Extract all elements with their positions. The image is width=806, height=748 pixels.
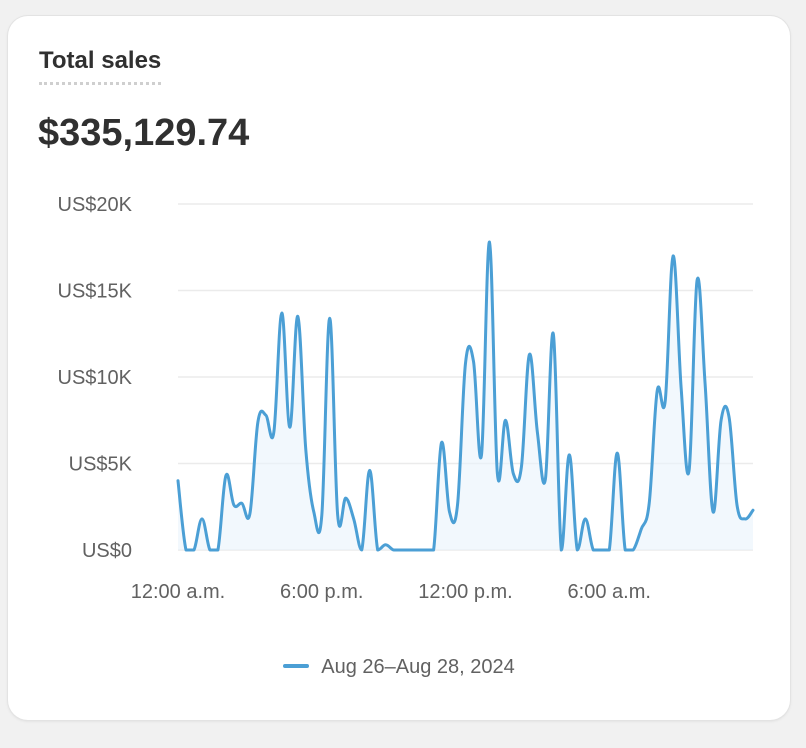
chart-legend[interactable]: Aug 26–Aug 28, 2024 bbox=[8, 656, 790, 679]
total-sales-card: Total sales $335,129.74 US$0 US$5K US$10K U… bbox=[8, 16, 790, 720]
y-tick-label: US$0 bbox=[82, 540, 132, 562]
x-tick-label: 12:00 p.m. bbox=[418, 581, 513, 603]
series-line bbox=[176, 240, 755, 552]
y-tick-label: US$10K bbox=[58, 367, 133, 389]
legend-label: Aug 26–Aug 28, 2024 bbox=[321, 656, 515, 678]
total-sales-value: $335,129.74 bbox=[38, 112, 250, 154]
x-tick-label: 6:00 p.m. bbox=[280, 581, 363, 603]
series-area-fill bbox=[178, 242, 753, 550]
y-tick-label: US$5K bbox=[69, 454, 133, 476]
card-title[interactable]: Total sales bbox=[39, 46, 162, 85]
y-tick-label: US$20K bbox=[58, 194, 133, 216]
x-tick-label: 12:00 a.m. bbox=[131, 581, 226, 603]
y-axis-ticks: US$0 US$5K US$10K US$15K US$20K bbox=[58, 194, 133, 562]
x-axis-ticks: 12:00 a.m. 6:00 p.m. 12:00 p.m. 6:00 a.m. bbox=[131, 581, 651, 603]
sales-line-chart: US$0 US$5K US$10K US$15K US$20K 12:00 a.m. 6:… bbox=[58, 194, 755, 603]
x-tick-label: 6:00 a.m. bbox=[568, 581, 651, 603]
y-tick-label: US$15K bbox=[58, 281, 133, 303]
legend-swatch bbox=[283, 664, 310, 669]
